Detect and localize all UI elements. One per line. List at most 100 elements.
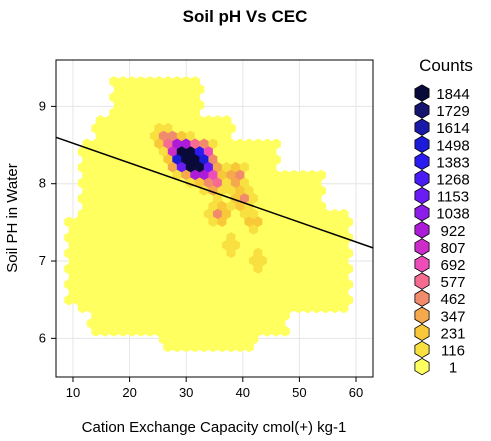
hex-cell — [136, 138, 146, 150]
hex-cell — [289, 247, 299, 259]
hex-cell — [194, 224, 205, 236]
hex-cell — [172, 76, 182, 88]
hex-cell — [122, 130, 133, 142]
hex-cell — [163, 185, 173, 197]
hex-cell — [239, 286, 250, 298]
hex-cell — [235, 185, 245, 197]
hex-cell — [100, 169, 110, 181]
hex-cell — [176, 224, 187, 236]
hex-cell — [95, 239, 106, 251]
hex-cell — [257, 224, 268, 236]
hex-cell — [158, 208, 169, 220]
hex-cell — [77, 286, 88, 298]
hex-cell — [176, 193, 187, 205]
hex-cell — [226, 310, 236, 322]
hex-cell — [158, 177, 169, 189]
hex-cell — [91, 200, 101, 212]
hex-cell — [302, 286, 313, 298]
hex-cell — [334, 294, 344, 306]
hex-cell — [235, 200, 245, 212]
hex-cell — [136, 278, 146, 290]
hex-cell — [284, 286, 295, 298]
hex-cell — [239, 161, 250, 173]
hex-cell — [194, 130, 205, 142]
hex-cell — [203, 177, 214, 189]
hex-cell — [163, 232, 173, 244]
hex-cell — [185, 115, 196, 127]
hex-cell — [86, 302, 97, 314]
hex-cell — [262, 294, 272, 306]
hex-cell — [262, 278, 272, 290]
hex-cell — [307, 169, 317, 181]
x-tick-label: 30 — [179, 385, 193, 400]
hex-cell — [158, 255, 169, 267]
hex-cell — [136, 185, 146, 197]
hex-cell — [167, 317, 178, 329]
hex-cell — [235, 310, 245, 322]
hex-cell — [131, 99, 142, 111]
hex-cell — [325, 294, 335, 306]
hex-cell — [325, 278, 335, 290]
hex-cell — [172, 91, 182, 103]
hex-cell — [208, 154, 218, 166]
hex-cell — [185, 239, 196, 251]
hex-cell — [316, 185, 326, 197]
hex-cell — [154, 325, 164, 337]
x-tick-label: 40 — [236, 385, 250, 400]
hex-cell — [230, 224, 241, 236]
hex-cell — [194, 161, 205, 173]
hex-cell — [280, 247, 290, 259]
hex-cell — [154, 91, 164, 103]
hex-cell — [145, 138, 155, 150]
hex-cell — [122, 271, 133, 283]
hex-cell — [280, 263, 290, 275]
hex-cell — [82, 247, 92, 259]
hex-cell — [248, 193, 259, 205]
hex-cell — [185, 271, 196, 283]
hex-cell — [244, 154, 254, 166]
hex-cell — [77, 255, 88, 267]
hex-cell — [154, 310, 164, 322]
hex-cell — [104, 286, 115, 298]
hex-cell — [176, 317, 187, 329]
legend-swatch — [414, 152, 430, 171]
x-axis-label: Cation Exchange Capacity cmol(+) kg-1 — [82, 419, 347, 436]
hex-cell — [302, 193, 313, 205]
hex-cell — [181, 263, 191, 275]
hex-cell — [289, 232, 299, 244]
hex-cell — [248, 146, 259, 158]
hex-cell — [104, 193, 115, 205]
hex-cell — [262, 185, 272, 197]
hex-cell — [217, 278, 227, 290]
hex-cell — [203, 302, 214, 314]
hex-cell — [230, 286, 241, 298]
hex-cell — [154, 185, 164, 197]
hex-cell — [100, 185, 110, 197]
hex-cell — [275, 224, 286, 236]
hex-cell — [176, 99, 187, 111]
hex-cell — [235, 154, 245, 166]
hex-cell — [181, 122, 191, 134]
hex-cell — [64, 232, 74, 244]
hex-cell — [95, 271, 106, 283]
hex-cell — [194, 193, 205, 205]
legend-label: 692 — [440, 257, 465, 274]
hex-cell — [154, 107, 164, 119]
hex-cell — [181, 310, 191, 322]
hex-cell — [212, 286, 223, 298]
hex-cell — [172, 310, 182, 322]
hex-cell — [122, 239, 133, 251]
hex-cell — [145, 278, 155, 290]
hex-cell — [136, 76, 146, 88]
hex-cell — [284, 271, 295, 283]
hex-cell — [122, 99, 133, 111]
hex-cell — [194, 146, 205, 158]
hex-cell — [64, 278, 74, 290]
hex-cell — [113, 161, 124, 173]
hex-cell — [149, 317, 160, 329]
hex-cell — [104, 130, 115, 142]
hex-cell — [343, 216, 353, 228]
hex-cell — [149, 177, 160, 189]
chart-title: Soil pH Vs CEC — [183, 7, 308, 26]
hex-cell — [127, 76, 137, 88]
